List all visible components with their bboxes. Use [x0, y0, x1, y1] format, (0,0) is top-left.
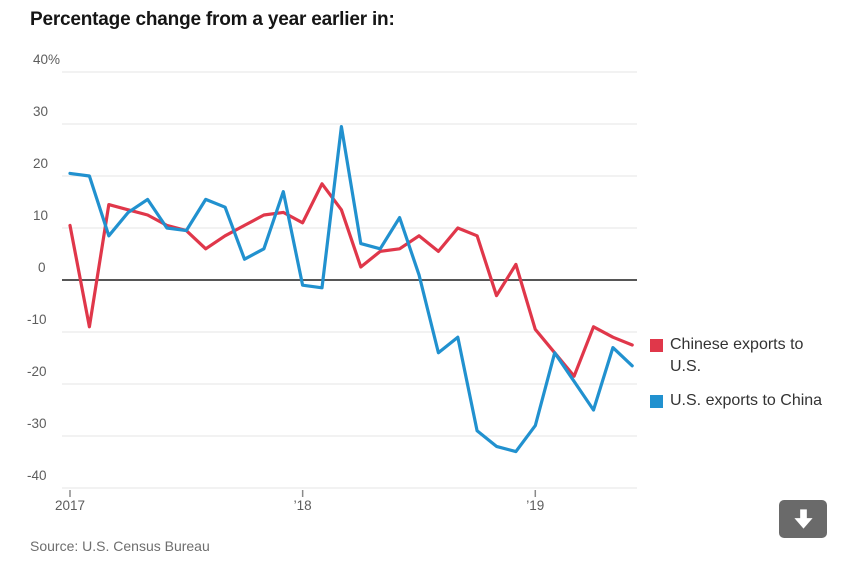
legend-item-us-exports: U.S. exports to China [650, 390, 850, 412]
legend-item-chinese-exports: Chinese exports to U.S. [650, 334, 850, 378]
y-axis-label: 30 [33, 104, 49, 119]
y-axis-label: -20 [27, 364, 47, 379]
legend-swatch-red-icon [650, 339, 663, 352]
download-button[interactable] [779, 500, 827, 538]
legend: Chinese exports to U.S. U.S. exports to … [650, 334, 850, 424]
legend-swatch-blue-icon [650, 395, 663, 408]
series-line-us-exports-to-china [68, 124, 634, 454]
y-axis-label: -10 [27, 312, 47, 327]
x-axis-label: 2017 [54, 498, 86, 513]
x-axis-label: ’19 [526, 498, 545, 513]
y-axis-label: 0 [38, 260, 46, 275]
x-axis-label: ’18 [293, 498, 312, 513]
y-axis-label: 10 [33, 208, 49, 223]
y-axis-label: 20 [33, 156, 49, 171]
y-axis-label: -40 [27, 468, 47, 483]
down-arrow-icon [793, 509, 813, 529]
legend-label-us-exports: U.S. exports to China [670, 392, 823, 409]
y-axis-label: -30 [27, 416, 47, 431]
y-axis-label: 40% [33, 52, 61, 67]
legend-label-chinese-exports: Chinese exports to U.S. [670, 336, 804, 375]
source-note: Source: U.S. Census Bureau [30, 538, 210, 554]
chart-title: Percentage change from a year earlier in… [30, 9, 395, 30]
